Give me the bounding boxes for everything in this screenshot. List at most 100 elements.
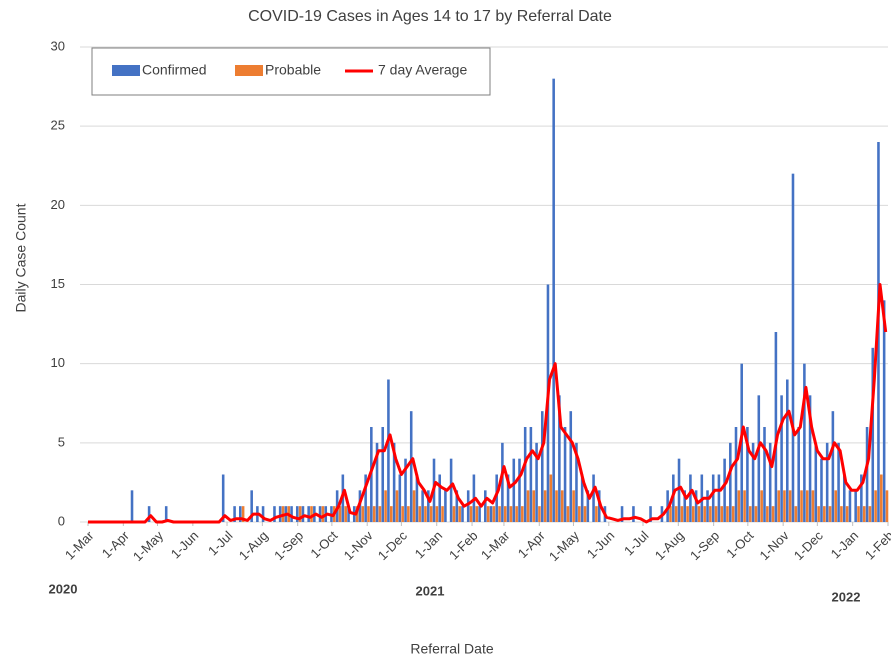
bar — [338, 506, 342, 522]
x-tick-label: 1-Apr — [99, 527, 133, 561]
x-tick-label: 1-Oct — [307, 528, 340, 561]
bar — [438, 474, 441, 522]
x-tick-label: 1-Nov — [341, 528, 376, 563]
bar — [871, 347, 875, 522]
bar — [295, 506, 299, 522]
bar — [387, 379, 390, 522]
bar — [475, 506, 479, 522]
bar — [401, 506, 404, 522]
bar — [415, 474, 419, 522]
bar — [726, 506, 729, 522]
bar — [595, 506, 598, 522]
bar — [709, 506, 712, 522]
bar — [697, 506, 701, 522]
bar — [532, 490, 536, 522]
bar — [549, 474, 553, 522]
bar — [412, 490, 416, 522]
bar — [711, 474, 715, 522]
bar — [734, 427, 738, 522]
x-tick-label: 1-Aug — [652, 528, 687, 563]
bar — [686, 506, 689, 522]
x-tick-label: 1-Jun — [584, 528, 618, 562]
bar — [583, 506, 587, 522]
bar — [743, 490, 746, 522]
bar — [298, 506, 302, 522]
bar — [421, 490, 424, 522]
bar — [130, 490, 134, 522]
bar — [458, 506, 461, 522]
bar — [683, 490, 687, 522]
bar — [748, 506, 752, 522]
bar — [278, 506, 282, 522]
bar — [164, 506, 168, 522]
bar — [372, 506, 376, 522]
y-tick-label: 10 — [51, 355, 65, 370]
x-tick-label: 1-Jul — [205, 528, 236, 559]
y-tick-label: 20 — [51, 197, 65, 212]
year-label: 2021 — [416, 583, 445, 598]
bar — [825, 442, 829, 522]
bar — [669, 506, 672, 522]
year-label: 2022 — [832, 589, 861, 604]
year-label: 2020 — [49, 581, 78, 596]
bar — [754, 506, 758, 522]
bar — [854, 490, 857, 522]
bar — [840, 506, 843, 522]
bar — [515, 506, 518, 522]
bar — [820, 458, 823, 522]
bar — [347, 506, 350, 522]
bar — [563, 427, 567, 522]
bar — [680, 506, 684, 522]
bar — [791, 173, 795, 522]
x-tick-label: 1-Jun — [168, 528, 202, 562]
bar — [238, 506, 242, 522]
bar — [797, 427, 800, 522]
bar — [860, 474, 863, 522]
y-tick-label: 30 — [51, 38, 65, 53]
bar — [677, 458, 681, 522]
y-tick-label: 15 — [51, 276, 65, 291]
bar — [486, 506, 490, 522]
bar — [364, 474, 367, 522]
bar — [731, 506, 735, 522]
bar — [811, 490, 815, 522]
bar — [729, 442, 732, 522]
bar — [880, 474, 883, 522]
bar — [578, 506, 581, 522]
bar — [572, 490, 575, 522]
bar — [766, 506, 769, 522]
bar — [441, 506, 444, 522]
bar — [751, 442, 755, 522]
bar — [569, 411, 573, 522]
x-axis-title: Referral Date — [410, 641, 493, 657]
bar — [834, 490, 838, 522]
x-tick-label: 1-Nov — [757, 528, 792, 563]
bar — [521, 506, 524, 522]
bar — [788, 490, 792, 522]
bar — [444, 490, 447, 522]
bar — [147, 506, 151, 522]
bar — [763, 427, 766, 522]
bar — [449, 458, 453, 522]
bar — [409, 411, 413, 522]
y-axis-title: Daily Case Count — [13, 203, 29, 312]
bar — [694, 490, 698, 522]
bar — [800, 490, 803, 522]
bar — [737, 490, 741, 522]
bar — [771, 506, 775, 522]
x-tick-label: 1-Mar — [478, 527, 513, 562]
x-tick-label: 1-Dec — [791, 528, 826, 563]
bar — [780, 395, 783, 522]
bar — [831, 411, 835, 522]
bar — [823, 506, 826, 522]
bar — [523, 427, 527, 522]
bar — [674, 506, 678, 522]
bar — [427, 490, 430, 522]
bar — [723, 458, 726, 522]
legend-swatch — [235, 65, 263, 76]
bar — [535, 442, 538, 522]
bar — [620, 506, 624, 522]
y-tick-label: 5 — [58, 434, 65, 449]
bar — [509, 506, 513, 522]
